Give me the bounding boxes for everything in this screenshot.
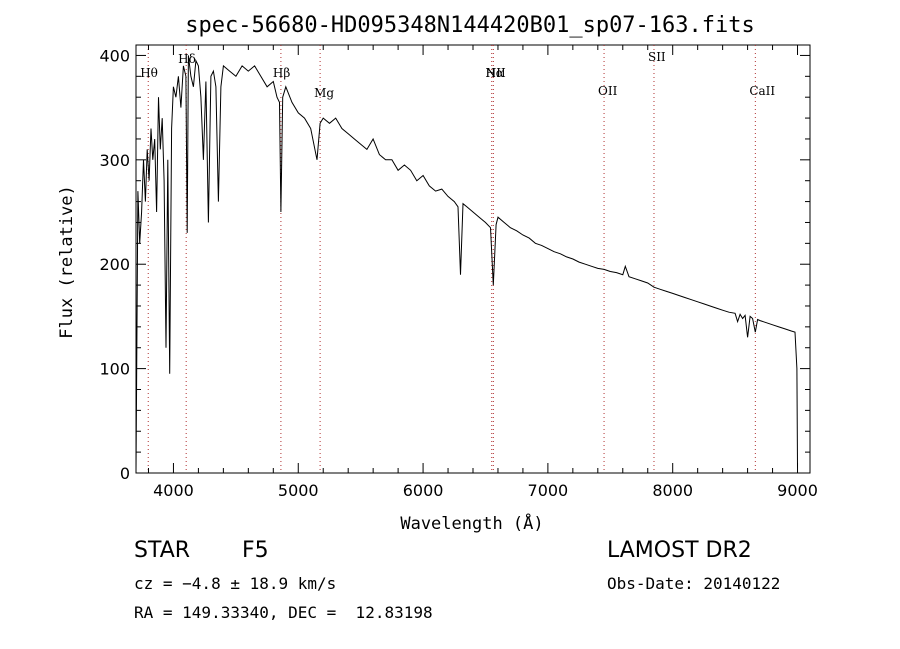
line-label: Hθ — [140, 66, 158, 80]
line-label: SII — [648, 50, 666, 64]
object-class-label: STAR — [134, 538, 191, 563]
line-label: CaII — [749, 84, 775, 98]
x-tick-label: 6000 — [403, 481, 444, 500]
x-tick-label: 5000 — [278, 481, 319, 500]
plot-frame — [135, 44, 811, 474]
y-tick-label: 200 — [99, 255, 130, 274]
survey-label: LAMOST DR2 — [607, 538, 752, 563]
chart-title: spec-56680-HD095348N144420B01_sp07-163.f… — [185, 13, 755, 38]
cz-label: cz = −4.8 ± 18.9 km/s — [134, 574, 337, 593]
obs-date-label: Obs-Date: 20140122 — [607, 574, 781, 593]
subclass-label: F5 — [242, 538, 269, 563]
y-tick-label: 400 — [99, 46, 130, 65]
coords-label: RA = 149.33340, DEC = 12.83198 — [134, 603, 433, 622]
x-axis-label: Wavelength (Å) — [400, 512, 543, 534]
y-axis-label: Flux (relative) — [57, 185, 77, 339]
x-tick-label: 8000 — [652, 481, 693, 500]
y-tick-label: 300 — [99, 151, 130, 170]
line-label: OII — [598, 84, 618, 98]
x-tick-label: 4000 — [153, 481, 194, 500]
y-tick-label: 100 — [99, 360, 130, 379]
x-tick-label: 7000 — [528, 481, 569, 500]
line-label: Hδ — [178, 52, 196, 66]
line-label: NII — [486, 66, 506, 80]
y-tick-label: 0 — [120, 464, 130, 483]
line-label: Hβ — [273, 66, 290, 80]
line-label: Mg — [314, 86, 334, 100]
line-label: Hα — [485, 66, 504, 80]
spectrum-line — [135, 55, 798, 474]
x-tick-label: 9000 — [777, 481, 818, 500]
